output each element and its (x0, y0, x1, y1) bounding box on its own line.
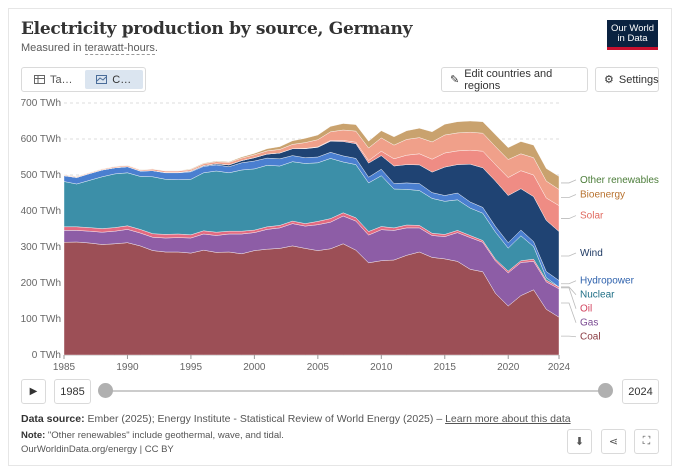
legend-label-oil[interactable]: Oil (580, 304, 592, 315)
logo-line-1: Our World (610, 23, 655, 34)
chart-icon (96, 75, 108, 84)
area-other-renewables[interactable] (63, 120, 560, 190)
unit-link[interactable]: terawatt-hours (84, 42, 155, 55)
play-button[interactable]: ▶ (21, 379, 46, 404)
legend-connector (561, 335, 577, 338)
chart-title: Electricity production by source, German… (21, 19, 413, 39)
legend-connector (561, 286, 577, 295)
y-tick-label: 100 TWh (21, 314, 61, 325)
x-tick-label: 2024 (548, 362, 571, 373)
x-tick-label: 2000 (243, 362, 266, 373)
tab-chart[interactable]: C… (84, 70, 143, 89)
x-tick-label: 2020 (497, 362, 520, 373)
x-tick-label: 1995 (180, 362, 203, 373)
note-line: Note: "Other renewables" include geother… (21, 430, 284, 441)
fullscreen-button[interactable]: ⛶ (634, 429, 659, 454)
download-button[interactable]: ⬇ (567, 429, 592, 454)
legend-connector (561, 194, 577, 198)
legend-connector (561, 252, 577, 257)
series-areas (63, 120, 560, 356)
y-tick-label: 300 TWh (21, 242, 61, 253)
legend-connector (561, 179, 577, 184)
legend-connector (561, 280, 577, 285)
legend-label-solar[interactable]: Solar (580, 211, 604, 222)
legend-label-coal[interactable]: Coal (580, 332, 601, 343)
y-tick-label: 500 TWh (21, 170, 61, 181)
source-text: Ember (2025); Energy Institute - Statist… (84, 413, 446, 425)
play-icon: ▶ (29, 386, 38, 397)
legend-connector (561, 287, 577, 309)
legend-connector (561, 215, 577, 219)
share-icon: ⋖ (608, 436, 619, 448)
tab-table-label: Ta… (49, 73, 73, 86)
x-tick-label: 2010 (370, 362, 393, 373)
legend-label-hydropower[interactable]: Hydropower (580, 276, 635, 287)
legend-connector (561, 302, 577, 323)
tab-chart-label: C… (112, 73, 132, 86)
legend-label-wind[interactable]: Wind (580, 248, 603, 259)
legend-label-bioenergy[interactable]: Bioenergy (580, 190, 625, 201)
credit-line[interactable]: OurWorldinData.org/energy | CC BY (21, 444, 174, 455)
end-year-handle[interactable] (598, 383, 613, 398)
pencil-icon: ✎ (450, 74, 460, 86)
x-tick-label: 2015 (434, 362, 457, 373)
subtitle-prefix: Measured in (21, 42, 85, 54)
fullscreen-icon: ⛶ (642, 435, 651, 447)
source-line: Data source: Ember (2025); Energy Instit… (21, 413, 571, 425)
legend: Other renewables Bioenergy Solar Wind Hydrop… (561, 175, 659, 343)
owid-logo[interactable]: Our World in Data (607, 20, 658, 50)
settings-label: Settings (618, 73, 659, 86)
x-axis: 1985 1990 1995 2000 2005 2010 2015 2020 2024 (53, 355, 571, 373)
settings-button[interactable]: ⚙ Settings (595, 67, 659, 92)
note-label: Note: (21, 430, 46, 441)
y-axis: 0 TWh 100 TWh 200 TWh 300 TWh 400 TWh 500 TWh… (21, 98, 61, 361)
edit-countries-label: Edit countries and regions (464, 67, 553, 92)
source-label: Data source: (21, 413, 85, 425)
legend-label-other-renewables[interactable]: Other renewables (580, 175, 659, 186)
gear-icon: ⚙ (604, 74, 614, 86)
legend-label-nuclear[interactable]: Nuclear (580, 290, 615, 301)
logo-line-2: in Data (617, 33, 648, 44)
start-year-box[interactable]: 1985 (54, 379, 91, 404)
subtitle-suffix: . (154, 42, 158, 54)
x-tick-label: 1985 (53, 362, 76, 373)
tab-table[interactable]: Ta… (24, 70, 83, 89)
timeline-track[interactable] (106, 390, 606, 392)
table-icon (33, 75, 45, 84)
y-tick-label: 700 TWh (21, 98, 61, 109)
y-tick-label: 200 TWh (21, 278, 61, 289)
y-tick-label: 600 TWh (21, 134, 61, 145)
start-year-handle[interactable] (98, 383, 113, 398)
x-tick-label: 2005 (307, 362, 330, 373)
share-button[interactable]: ⋖ (601, 429, 626, 454)
y-tick-label: 400 TWh (21, 206, 61, 217)
chart-subtitle: Measured in terawatt-hours. (21, 42, 158, 55)
edit-countries-button[interactable]: ✎ Edit countries and regions (441, 67, 588, 92)
legend-label-gas[interactable]: Gas (580, 318, 598, 329)
x-tick-label: 1990 (116, 362, 139, 373)
end-year-box[interactable]: 2024 (622, 379, 659, 404)
download-icon: ⬇ (574, 436, 585, 448)
view-tabs: Ta… C… (21, 67, 146, 92)
note-text: "Other renewables" include geothermal, w… (45, 430, 284, 441)
learn-more-link[interactable]: Learn more about this data (445, 413, 571, 425)
y-tick-label: 0 TWh (32, 350, 61, 361)
